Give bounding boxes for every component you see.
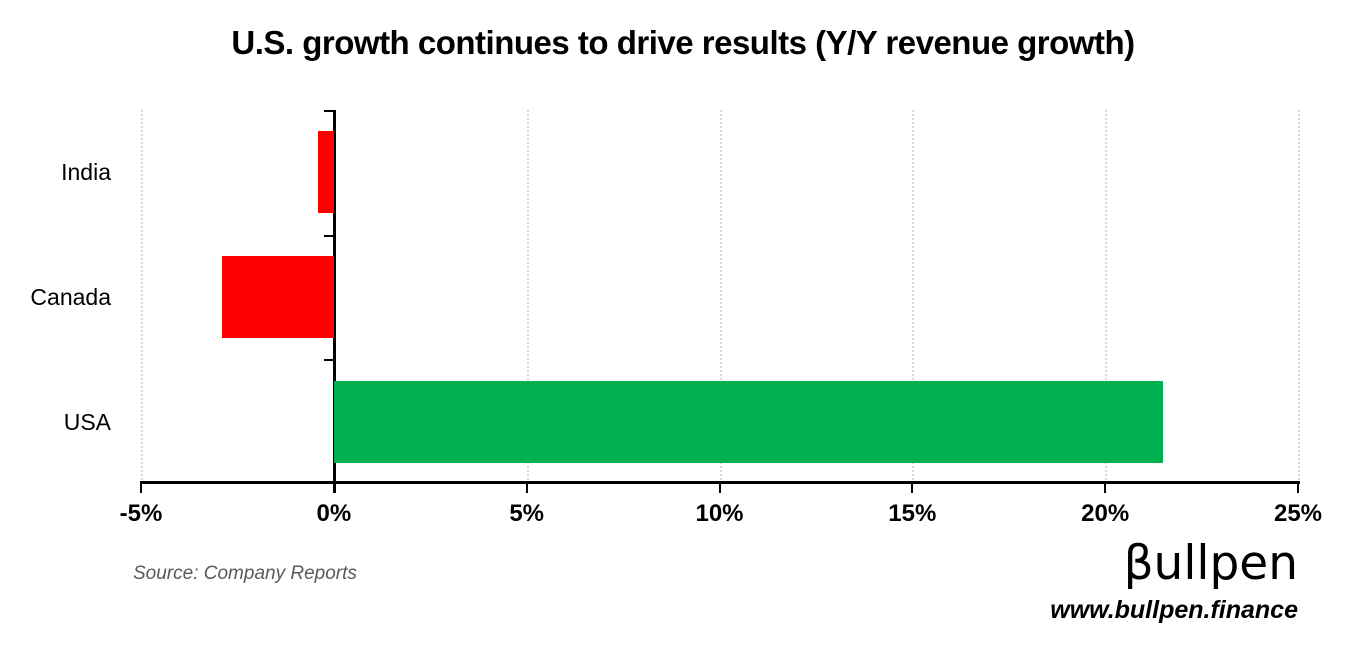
category-label-canada: Canada <box>30 284 111 310</box>
x-tick-label-25%: 25% <box>1273 500 1323 527</box>
y-axis-tick <box>323 234 334 237</box>
logo: βullpen www.bullpen.finance <box>1050 536 1298 625</box>
logo-wordmark: βullpen <box>1123 536 1298 591</box>
bar-india <box>318 131 334 214</box>
logo-url: www.bullpen.finance <box>1050 596 1298 624</box>
y-axis-tick <box>323 110 334 112</box>
gridline-10% <box>719 110 722 484</box>
x-axis-tick-5% <box>525 484 528 493</box>
x-tick-label--5%: -5% <box>119 500 163 527</box>
x-axis-tick-20% <box>1104 484 1107 493</box>
x-axis-tick-15% <box>911 484 914 493</box>
category-label-india: India <box>61 159 111 186</box>
gridline--5% <box>141 110 143 484</box>
y-axis-tick <box>323 359 334 362</box>
gridline-20% <box>1105 110 1108 484</box>
gridline-25% <box>1298 110 1300 484</box>
y-axis-tick <box>323 482 334 484</box>
gridline-15% <box>912 110 915 484</box>
category-label-usa: USA <box>63 408 111 435</box>
x-tick-label-10%: 10% <box>695 500 744 527</box>
gridline-5% <box>526 110 529 484</box>
x-axis-tick--5% <box>140 484 142 493</box>
bar-usa <box>333 380 1163 463</box>
x-axis-line <box>140 481 1300 484</box>
x-tick-label-15%: 15% <box>888 500 937 527</box>
source-note: Source: Company Reports <box>133 563 357 584</box>
x-tick-label-5%: 5% <box>509 500 544 527</box>
bar-canada <box>221 256 334 338</box>
x-axis-tick-25% <box>1297 484 1299 493</box>
x-axis-tick-10% <box>718 484 721 493</box>
x-tick-label-20%: 20% <box>1081 500 1130 527</box>
chart-title: U.S. growth continues to drive results (… <box>231 24 1135 61</box>
plot-area: -5% 0% 5% 10% 15% 20% 25% India Canada USA <box>30 110 1322 527</box>
x-tick-label-0%: 0% <box>316 500 352 527</box>
zero-axis-line <box>332 110 336 493</box>
